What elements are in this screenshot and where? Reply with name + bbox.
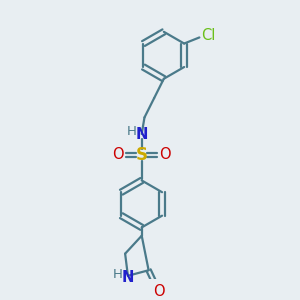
Text: O: O <box>112 147 124 162</box>
Text: N: N <box>121 270 134 285</box>
Text: H: H <box>112 268 122 281</box>
Text: S: S <box>136 146 148 164</box>
Text: O: O <box>153 284 164 299</box>
Text: Cl: Cl <box>201 28 216 43</box>
Text: O: O <box>159 147 171 162</box>
Text: N: N <box>136 127 148 142</box>
Text: H: H <box>126 125 136 138</box>
